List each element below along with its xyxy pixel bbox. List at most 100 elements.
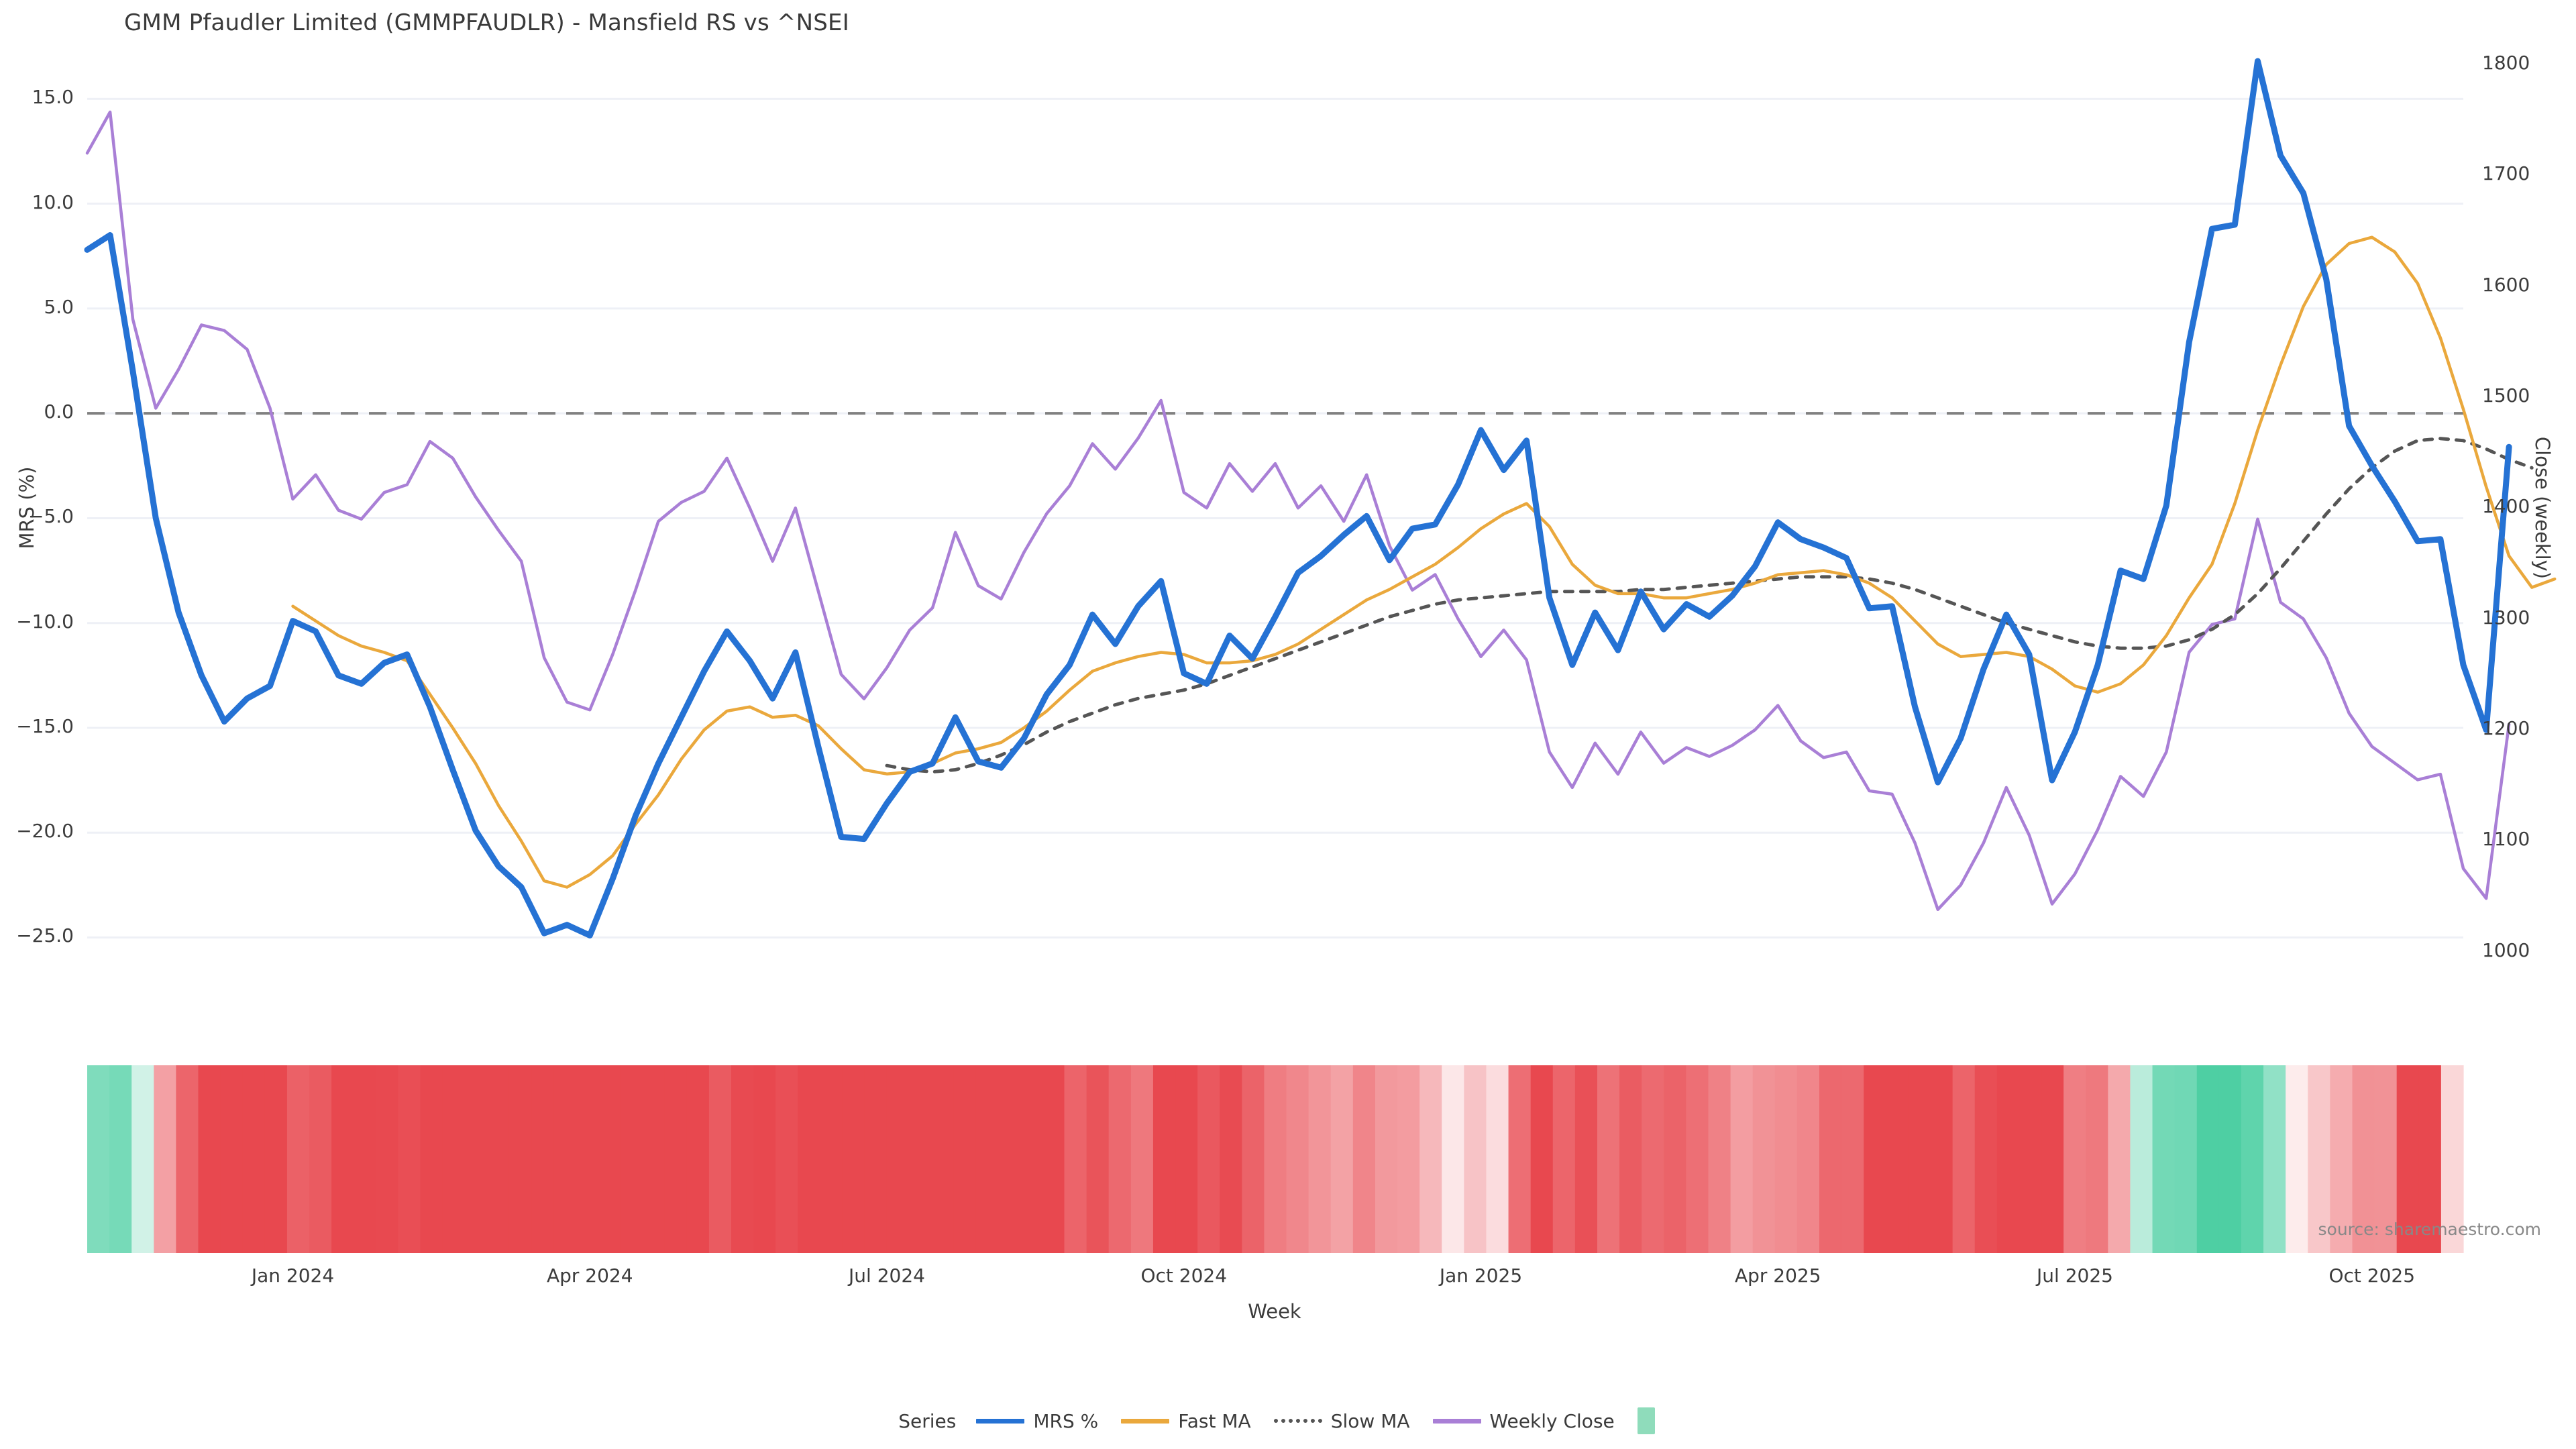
heatmap-cell [176,1065,199,1253]
heatmap-cell [354,1065,376,1253]
heatmap-cell [1197,1065,1220,1253]
legend-item[interactable]: Slow MA [1273,1409,1410,1432]
heatmap-cell [131,1065,154,1253]
y-tick-right: 1100 [2482,828,2530,851]
heatmap-cell [2396,1065,2420,1253]
y-tick-left: −25.0 [16,924,74,947]
heatmap-cell [1730,1065,1754,1253]
x-tick: Jul 2025 [2037,1265,2113,1287]
heatmap-cell [87,1065,110,1253]
heatmap-cell [1264,1065,1287,1253]
heatmap-cell [553,1065,576,1253]
heatmap-cell [1686,1065,1709,1253]
heatmap-cell [576,1065,598,1253]
heatmap-cell [2330,1065,2353,1253]
y-tick-right: 1600 [2482,273,2530,296]
y-tick-left: −15.0 [16,714,74,737]
legend-swatch-line-icon [1432,1418,1481,1424]
heatmap-cell [842,1065,865,1253]
heatmap-cell [1619,1065,1642,1253]
heatmap-cell [109,1065,132,1253]
heatmap-cell [2152,1065,2176,1253]
heatmap-cell [2241,1065,2264,1253]
y-tick-left: 15.0 [32,86,74,109]
legend-item[interactable]: Fast MA [1121,1410,1251,1432]
heatmap-cell [753,1065,776,1253]
heatmap-cell [154,1065,177,1253]
heatmap-cell [2374,1065,2398,1253]
heatmap-cell [531,1065,554,1253]
x-tick: Apr 2024 [546,1265,633,1287]
heatmap-cell [1242,1065,1265,1253]
heatmap-cell [442,1065,466,1253]
legend-swatch-line-icon [1121,1418,1170,1424]
heatmap-cell [1774,1065,1798,1253]
heatmap-cell [1574,1065,1598,1253]
y-tick-right: 1000 [2482,938,2530,961]
heatmap-cell [1886,1065,1909,1253]
heatmap-cell [1597,1065,1620,1253]
y-tick-right: 1300 [2482,606,2530,629]
x-tick: Jul 2024 [849,1265,925,1287]
heatmap-cell [1908,1065,1931,1253]
legend-item[interactable] [1637,1407,1655,1434]
heatmap-cell [398,1065,421,1253]
series-fast-ma [291,235,2557,889]
heatmap-cell [1352,1065,1376,1253]
heatmap-cell [1708,1065,1731,1253]
x-tick: Jan 2025 [1439,1265,1523,1287]
heatmap-cell [1930,1065,1953,1253]
heatmap-cell [1996,1065,2020,1253]
heatmap-cell [2196,1065,2220,1253]
y-tick-left: −20.0 [16,820,74,843]
y-tick-right: 1200 [2482,716,2530,739]
heatmap-cell [2019,1065,2042,1253]
heatmap-cell [1864,1065,1886,1253]
heatmap-cell [1752,1065,1776,1253]
heatmap-cell [686,1065,710,1253]
heatmap-cell [1442,1065,1464,1253]
heatmap-cell [598,1065,621,1253]
heatmap-cell [708,1065,732,1253]
heatmap-cell [2440,1065,2464,1253]
heatmap-cell [664,1065,688,1253]
heatmap-cell [2108,1065,2131,1253]
legend-label: Slow MA [1330,1409,1410,1432]
heatmap-cell [1664,1065,1687,1253]
heatmap-cell [1220,1065,1242,1253]
heatmap-cell [1974,1065,1998,1253]
heatmap-cell [2063,1065,2086,1253]
heatmap-cell [642,1065,665,1253]
heatmap-cell [1175,1065,1198,1253]
heatmap-cell [1796,1065,1820,1253]
series-mrs [84,58,2512,938]
heatmap-cell [1552,1065,1576,1253]
heatmap-cell [486,1065,510,1253]
y-tick-right: 1400 [2482,495,2530,518]
legend-swatch-patch-icon [1637,1407,1655,1434]
x-tick: Apr 2025 [1734,1265,1821,1287]
heatmap-cell [420,1065,443,1253]
heatmap-cell [1064,1065,1087,1253]
heatmap-cell [2174,1065,2198,1253]
chart-legend: Series MRS % Fast MA Slow MA Weekly Close [0,1407,2576,1434]
heatmap-cell [1508,1065,1532,1253]
heatmap-cell [1286,1065,1309,1253]
legend-swatch-dotted-icon [1273,1419,1322,1423]
heatmap-cell [798,1065,820,1253]
heatmap-cell [2263,1065,2286,1253]
legend-label: MRS % [1033,1409,1099,1432]
heatmap-cell [1086,1065,1110,1253]
series-weekly-close [85,110,2511,912]
mrs-heatmap-strip [87,1065,2464,1253]
legend-item[interactable]: MRS % [976,1410,1098,1432]
heatmap-cell [1020,1065,1043,1253]
heatmap-cell [1330,1065,1354,1253]
chart-title: GMM Pfaudler Limited (GMMPFAUDLR) - Mans… [124,9,849,36]
heatmap-cell [2286,1065,2308,1253]
heatmap-cell [309,1065,332,1253]
legend-item[interactable]: Weekly Close [1432,1410,1615,1432]
y-tick-left: 0.0 [44,400,74,423]
